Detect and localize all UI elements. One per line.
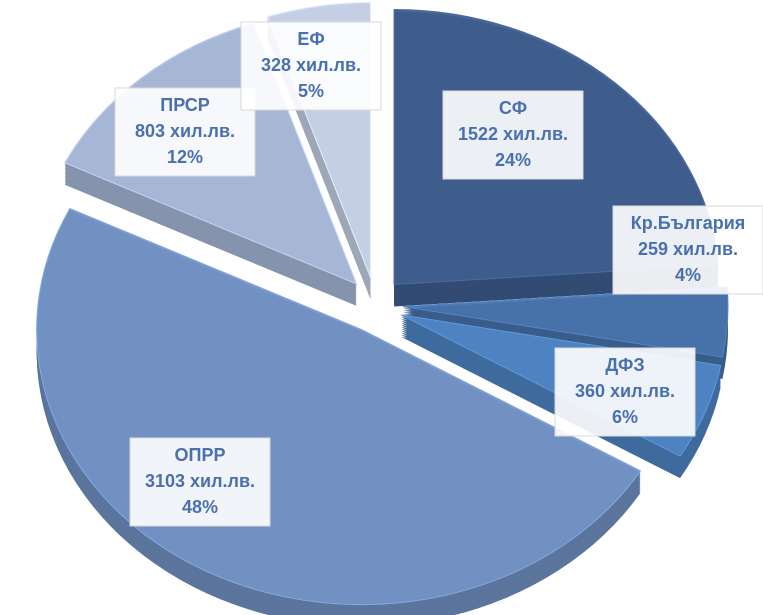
percentage-label: 24% — [495, 150, 531, 170]
label-box — [612, 205, 763, 295]
label-box — [554, 347, 696, 437]
category-label: Кр.България — [631, 213, 746, 233]
data-label: ДФЗ 360 хил.лв. 6% — [554, 347, 696, 437]
category-label: СФ — [499, 98, 527, 118]
category-label: ПРСР — [160, 95, 210, 115]
value-label: 259 хил.лв. — [638, 239, 738, 259]
data-label: ЕФ 328 хил.лв. 5% — [240, 21, 382, 111]
category-label: ОПРР — [175, 445, 226, 465]
value-label: 360 хил.лв. — [575, 381, 675, 401]
data-label: Кр.България 259 хил.лв. 4% — [612, 205, 763, 295]
percentage-label: 48% — [182, 497, 218, 517]
value-label: 803 хил.лв. — [135, 121, 235, 141]
percentage-label: 5% — [298, 81, 324, 101]
label-box — [442, 90, 584, 180]
data-label: ПРСР 803 хил.лв. 12% — [114, 87, 256, 177]
label-box — [240, 21, 382, 111]
category-label: ЕФ — [297, 29, 324, 49]
data-label: СФ 1522 хил.лв. 24% — [442, 90, 584, 180]
value-label: 328 хил.лв. — [261, 55, 361, 75]
value-label: 3103 хил.лв. — [145, 471, 255, 491]
percentage-label: 4% — [675, 265, 701, 285]
label-box — [129, 437, 271, 527]
value-label: 1522 хил.лв. — [458, 124, 568, 144]
percentage-label: 12% — [167, 147, 203, 167]
percentage-label: 6% — [612, 407, 638, 427]
category-label: ДФЗ — [605, 355, 644, 375]
data-label: ОПРР 3103 хил.лв. 48% — [129, 437, 271, 527]
label-box — [114, 87, 256, 177]
